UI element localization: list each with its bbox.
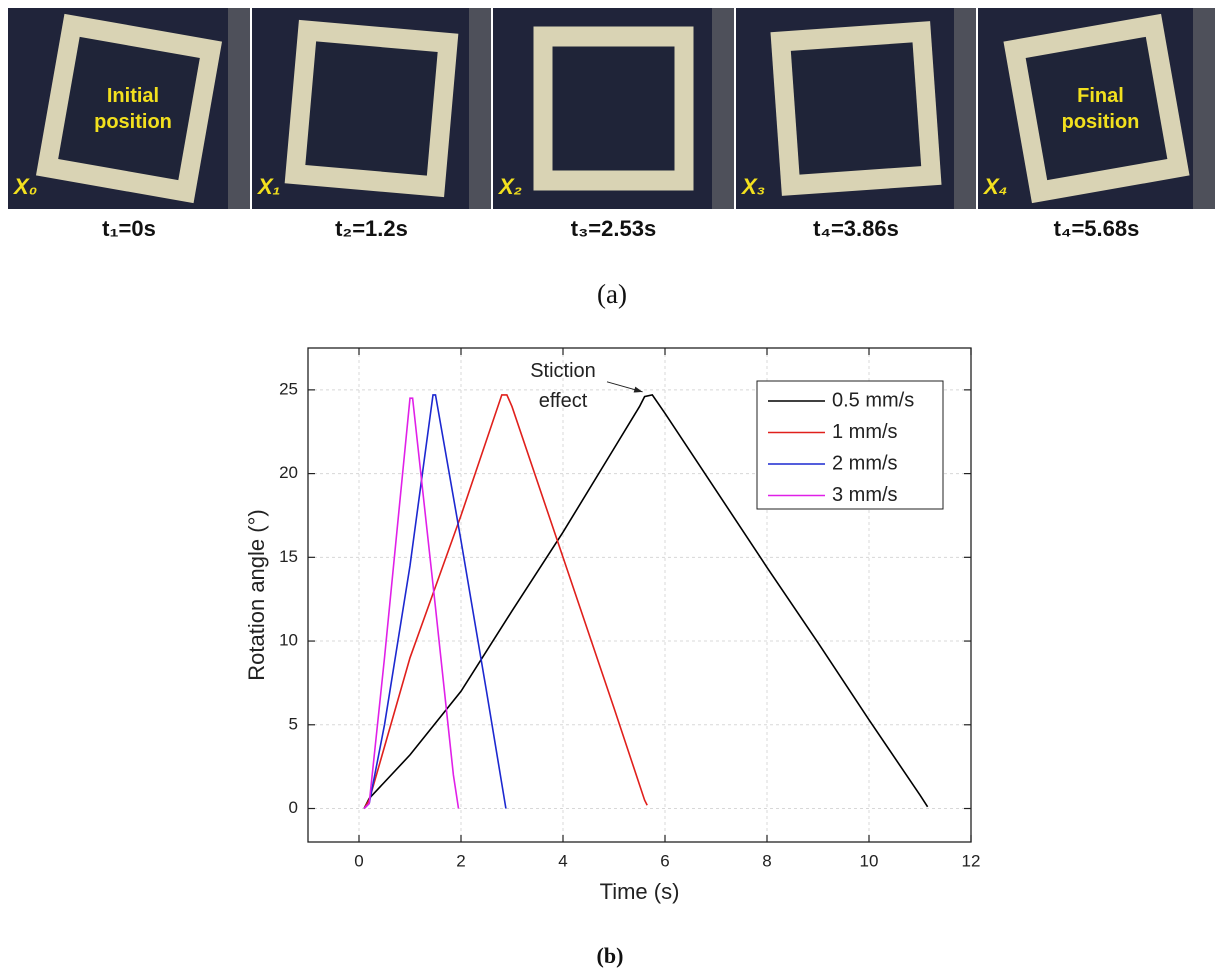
series-line	[363, 394, 929, 809]
frame-caption: t₄=5.68s	[1054, 216, 1140, 241]
overlay-text: position	[1062, 111, 1140, 133]
frame-label: X₁	[256, 174, 280, 199]
y-tick-label: 15	[279, 547, 298, 566]
frame-label: X₂	[497, 174, 522, 199]
photo-side	[469, 8, 491, 209]
photo: X₀ Initial position	[8, 8, 250, 209]
arrow-head	[633, 386, 643, 393]
frame-inner	[790, 42, 922, 175]
plot-frame	[307, 347, 972, 843]
frame-caption: t₂=1.2s	[335, 216, 408, 241]
frame-square	[770, 21, 942, 196]
photo-side	[1193, 8, 1215, 209]
legend-label: 3 mm/s	[832, 484, 898, 506]
y-tick-label: 10	[279, 631, 298, 650]
frame-square	[1003, 13, 1190, 204]
frame-label: X₃	[740, 174, 765, 199]
chart: 0 5 10 15 20 25 0 2 4 6 8 10 12 Time (s) Rotation angl…	[244, 347, 981, 904]
frame-inner	[1025, 36, 1168, 181]
photo-side	[712, 8, 734, 209]
panel-a-caption: (a)	[597, 279, 627, 309]
y-tick-label: 0	[289, 798, 298, 817]
x-tick-label: 12	[962, 851, 981, 870]
photo-strip: X₀ Initial position t₁=0s X₁ t₂=1.2s X₂ t₃=2.53…	[8, 8, 1215, 241]
frame-caption: t₁=0s	[102, 216, 156, 241]
photo-side	[954, 8, 976, 209]
series-line	[363, 394, 648, 809]
series-line	[363, 397, 460, 810]
x-tick-label: 10	[860, 851, 879, 870]
annotation-text: effect	[539, 390, 588, 412]
photo: X₄ Final position	[978, 8, 1215, 209]
frame-label: X₄	[982, 174, 1007, 199]
legend-label: 2 mm/s	[832, 452, 898, 474]
y-tick-label: 25	[279, 379, 298, 398]
x-tick-label: 2	[456, 851, 465, 870]
frame-label: X₀	[12, 174, 37, 199]
annotation-text: Stiction	[530, 360, 596, 382]
x-tick-label: 6	[660, 851, 669, 870]
photo: X₂	[493, 8, 734, 209]
frame-square	[533, 26, 694, 191]
panel-b-caption: (b)	[597, 943, 624, 968]
frame-inner	[552, 46, 675, 171]
frame-square	[284, 19, 459, 198]
overlay-text: Initial	[107, 85, 159, 107]
photo: X₁	[252, 8, 491, 209]
y-tick-label: 5	[289, 714, 298, 733]
legend-label: 1 mm/s	[832, 421, 898, 443]
overlay-text: position	[94, 111, 172, 133]
legend-label: 0.5 mm/s	[832, 389, 914, 411]
x-tick-label: 8	[762, 851, 771, 870]
photo-side	[228, 8, 250, 209]
overlay-text: Final	[1077, 85, 1124, 107]
x-tick-label: 4	[558, 851, 567, 870]
frame-caption: t₃=2.53s	[571, 216, 656, 241]
x-tick-label: 0	[354, 851, 363, 870]
y-tick-label: 20	[279, 463, 298, 482]
series-line	[363, 394, 507, 810]
frame-caption: t₄=3.86s	[813, 216, 899, 241]
y-axis-title: Rotation angle (°)	[244, 509, 269, 680]
frame-inner	[58, 36, 200, 181]
photo: X₃	[736, 8, 976, 209]
x-axis-title: Time (s)	[600, 879, 680, 904]
frame-square	[35, 13, 223, 204]
legend-box	[756, 380, 944, 510]
frame-inner	[305, 41, 438, 176]
